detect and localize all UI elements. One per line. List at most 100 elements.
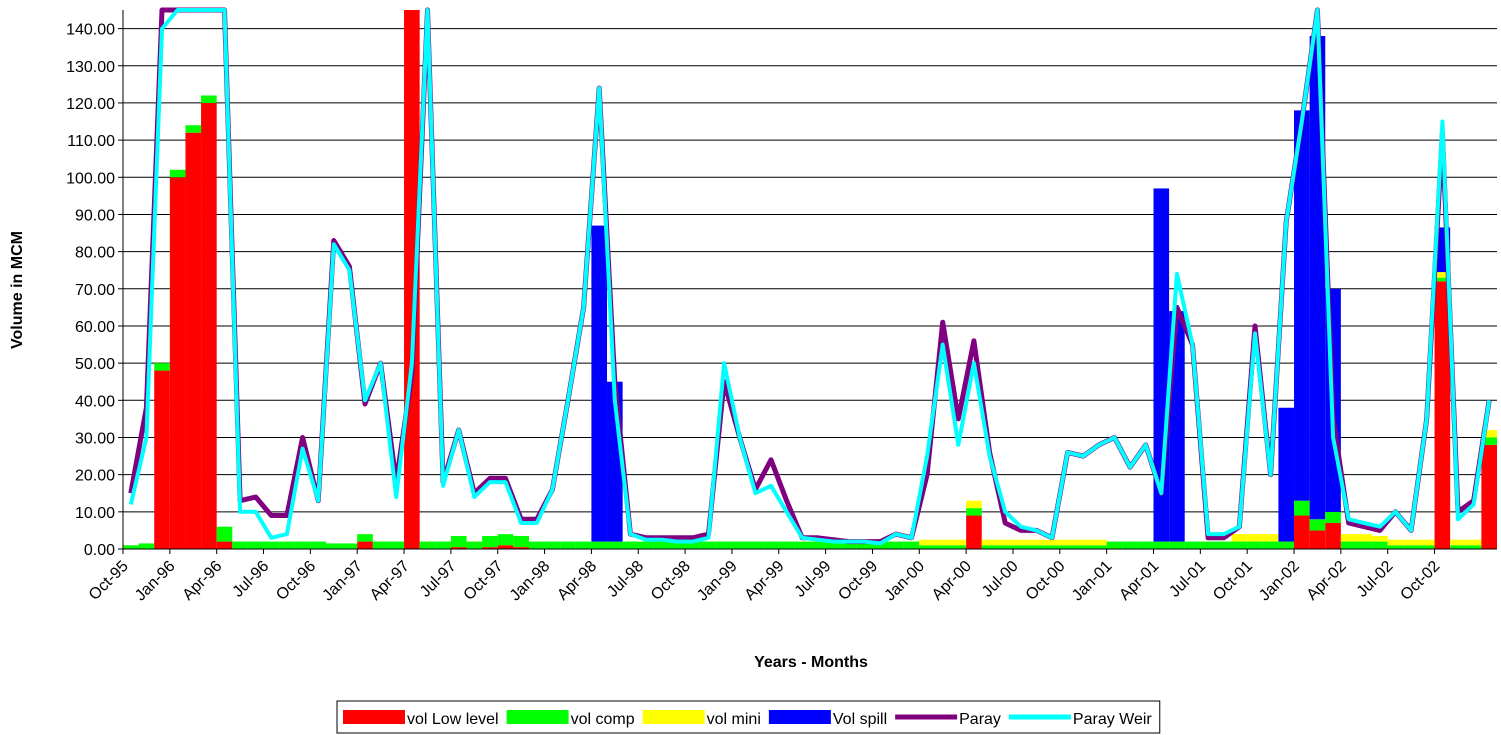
bar-vol-comp <box>1137 541 1154 549</box>
grid-layer <box>123 28 1497 513</box>
bar-vol-low-level <box>450 547 467 549</box>
bar-vol-comp <box>279 541 295 549</box>
y-tick-label: 60.00 <box>75 319 115 336</box>
bar-vol-mini <box>1418 539 1435 546</box>
bar-vol-mini <box>919 539 935 546</box>
bar-vol-mini <box>1044 539 1060 546</box>
x-tick-label: Apr-00 <box>929 558 975 604</box>
bar-vol-low-level <box>497 545 514 549</box>
x-axis-title: Years - Months <box>754 654 868 671</box>
bar-vol-comp <box>747 541 764 549</box>
bar-vol-comp <box>450 535 467 548</box>
x-tick-label: Oct-02 <box>1397 558 1443 604</box>
bar-vol-comp <box>1309 519 1326 531</box>
x-tick-label: Jan-01 <box>1069 558 1116 605</box>
bar-vol-mini <box>1247 534 1263 542</box>
x-tick-label: Oct-98 <box>648 558 694 604</box>
bar-vol-comp <box>466 541 483 549</box>
bar-vol-low-level <box>1434 281 1451 549</box>
bar-vol-comp <box>357 534 373 542</box>
x-tick-label: Oct-96 <box>273 558 319 604</box>
bar-vol-comp <box>1372 541 1388 549</box>
y-tick-label: 110.00 <box>67 133 115 150</box>
x-tick-label: Jan-99 <box>694 558 741 605</box>
bar-vol-mini <box>1450 539 1466 546</box>
bar-vol-mini <box>1028 539 1045 546</box>
bar-vol-mini <box>1059 539 1076 546</box>
bar-vol-comp <box>934 545 951 549</box>
y-tick-label: 50.00 <box>75 356 115 373</box>
x-tick-label: Jul-01 <box>1166 558 1209 601</box>
x-tick-label: Jul-97 <box>417 558 460 601</box>
bar-vol-comp <box>731 541 748 549</box>
legend-label: Vol spill <box>833 711 887 728</box>
legend-box <box>336 700 1161 734</box>
line-paray-weir <box>128 8 1492 546</box>
bar-vol-comp <box>919 545 935 549</box>
y-tick-label: 0.00 <box>84 542 115 559</box>
y-tick-label: 20.00 <box>75 468 115 485</box>
bar-vol-low-level <box>357 541 373 549</box>
x-tick-label: Jan-00 <box>882 558 929 605</box>
bar-vol-low-level <box>216 541 233 549</box>
bar-vol-comp <box>1012 545 1029 549</box>
bar-vol-comp <box>216 526 233 542</box>
legend-swatch <box>506 710 569 724</box>
bar-vol-comp <box>794 541 810 549</box>
legend-label: vol Low level <box>407 711 499 728</box>
bar-vol-comp <box>497 534 514 546</box>
bar-vol-comp <box>1169 541 1185 549</box>
bar-vol-comp <box>1091 545 1107 549</box>
bar-vol-comp <box>888 541 904 549</box>
bar-vol-comp <box>1044 545 1060 549</box>
bar-vol-comp <box>294 541 311 549</box>
bar-vol-comp <box>1450 545 1466 549</box>
x-tick-label: Oct-97 <box>461 558 507 604</box>
bar-vol-mini <box>1340 534 1357 542</box>
bar-vol-comp <box>1278 541 1295 549</box>
bar-vol-spill <box>1278 407 1295 542</box>
bar-vol-comp <box>1028 545 1045 549</box>
x-tick-label: Jul-99 <box>792 558 835 601</box>
bar-vol-comp <box>1465 545 1482 549</box>
bar-vol-low-level <box>1309 530 1326 549</box>
bar-vol-comp <box>1434 277 1451 282</box>
bar-vol-comp <box>1153 541 1170 549</box>
legend-item: Paray Weir <box>1008 711 1152 728</box>
bar-vol-comp <box>325 543 342 549</box>
y-tick-label: 80.00 <box>75 245 115 262</box>
bar-vol-mini <box>934 539 951 546</box>
bar-vol-comp <box>482 535 498 548</box>
x-tick-label: Apr-02 <box>1304 558 1350 604</box>
bar-vol-low-level <box>966 515 982 549</box>
bar-vol-comp <box>763 541 779 549</box>
bar-vol-comp <box>716 541 732 549</box>
x-tick-label: Apr-97 <box>367 558 413 604</box>
legend-swatch <box>343 710 405 724</box>
x-tick-label: Jul-00 <box>979 558 1022 601</box>
bar-vol-comp <box>1106 541 1123 549</box>
bar-vol-mini <box>1075 539 1092 546</box>
bar-vol-comp <box>1247 541 1263 549</box>
bar-vol-comp <box>544 541 561 549</box>
legend-label: vol comp <box>571 711 635 728</box>
bar-vol-low-level <box>201 102 217 550</box>
bar-vol-comp <box>247 541 264 549</box>
legend-swatch <box>768 710 831 724</box>
legend-item: vol mini <box>642 710 761 728</box>
bar-layer <box>123 10 1497 550</box>
y-tick-label: 40.00 <box>75 393 115 410</box>
x-tick-label: Apr-01 <box>1116 558 1162 604</box>
y-tick-label: 70.00 <box>75 282 115 299</box>
bar-vol-mini <box>1231 534 1248 542</box>
bar-vol-comp <box>903 541 920 549</box>
bar-vol-comp <box>232 541 248 549</box>
legend-item: Vol spill <box>768 710 887 728</box>
legend-item: vol Low level <box>343 710 499 728</box>
bar-vol-mini <box>1372 535 1388 542</box>
bar-vol-comp <box>653 541 670 549</box>
bar-vol-comp <box>1356 541 1373 549</box>
legend: vol Low level vol comp vol mini Vol spill Pa… <box>336 700 1161 734</box>
x-tick-label: Jan-98 <box>507 558 554 605</box>
legend-swatch <box>642 710 705 724</box>
